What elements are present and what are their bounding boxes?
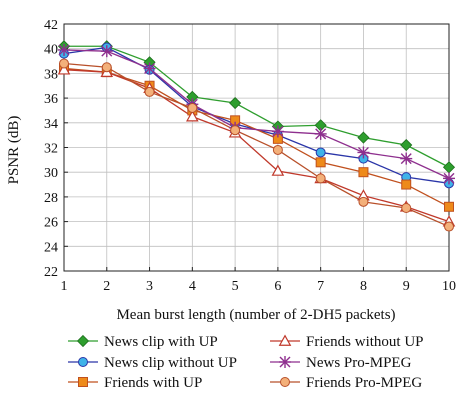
data-point-series-5: [187, 102, 198, 113]
series-line-2: [63, 67, 450, 208]
legend-label: Friends Pro-MPEG: [306, 375, 422, 391]
series-line-0: [64, 45, 450, 168]
y-tick-label: 30: [44, 166, 58, 181]
x-tick-label: 6: [274, 279, 281, 294]
x-tick-label: 7: [317, 279, 324, 294]
series-line-5: [63, 62, 450, 228]
data-point-series-5: [358, 196, 369, 207]
data-point-series-2: [358, 167, 369, 178]
legend-swatch-marker: [279, 356, 291, 368]
y-tick-label: 22: [44, 265, 58, 280]
y-tick-label: 26: [44, 216, 58, 231]
x-tick-label: 2: [103, 279, 110, 294]
data-point-series-0: [357, 131, 370, 144]
legend-item: Friends without UP: [270, 334, 424, 350]
series-line-3: [63, 69, 450, 223]
data-point-series-0: [442, 161, 456, 174]
y-tick-label: 32: [44, 142, 58, 157]
x-tick-label: 8: [360, 279, 367, 294]
data-point-series-5: [101, 62, 112, 73]
data-point-series-3: [186, 110, 199, 122]
legend-item: Friends with UP: [68, 375, 202, 391]
data-point-series-4: [271, 125, 284, 138]
data-point-series-4: [100, 45, 113, 58]
data-point-series-5: [144, 86, 155, 97]
x-tick-label: 9: [403, 279, 410, 294]
x-tick-label: 4: [189, 279, 196, 294]
x-tick-label: 10: [442, 279, 456, 294]
series-markers: [57, 40, 456, 232]
data-point-series-3: [271, 164, 285, 176]
x-tick-label: 1: [61, 279, 68, 294]
y-tick-label: 24: [44, 240, 58, 255]
data-point-series-5: [272, 144, 283, 155]
data-point-series-4: [58, 43, 70, 56]
y-tick-label: 38: [44, 67, 58, 82]
data-point-series-2: [444, 201, 454, 212]
legend-label: News clip without UP: [104, 355, 237, 371]
data-point-series-2: [401, 179, 412, 190]
legend-item: News clip without UP: [68, 355, 237, 371]
legend-label: Friends with UP: [104, 375, 202, 391]
data-point-series-1: [315, 147, 326, 158]
data-point-series-4: [443, 172, 455, 185]
legend-swatch-marker: [78, 377, 88, 387]
series-line-4: [63, 49, 450, 179]
legend: News clip with UP News clip without UP Fri…: [68, 334, 424, 391]
x-axis-title: Mean burst length (number of 2-DH5 packe…: [116, 307, 395, 323]
legend-item: News Pro-MPEG: [270, 355, 412, 371]
series-lines: [63, 45, 450, 228]
data-point-series-4: [314, 127, 327, 140]
legend-swatch-marker: [76, 334, 90, 348]
data-point-series-0: [229, 96, 242, 110]
data-point-series-5: [230, 125, 241, 136]
y-axis-title: PSNR (dB): [6, 116, 22, 185]
legend-label: News clip with UP: [104, 334, 218, 350]
x-tick-label: 3: [146, 279, 153, 294]
data-point-series-0: [400, 138, 413, 152]
y-tick-label: 36: [44, 92, 58, 107]
legend-swatch-marker: [78, 357, 88, 367]
y-tick-label: 40: [44, 43, 58, 58]
data-point-series-4: [400, 152, 413, 165]
legend-item: Friends Pro-MPEG: [270, 375, 422, 391]
y-tick-label: 34: [44, 117, 58, 132]
data-point-series-4: [357, 146, 370, 159]
legend-label: Friends without UP: [306, 334, 424, 350]
y-tick-label: 42: [44, 18, 58, 33]
data-point-series-2: [315, 157, 326, 168]
legend-swatch-marker: [280, 377, 290, 387]
legend-item: News clip with UP: [68, 334, 218, 350]
data-point-series-4: [143, 62, 156, 75]
data-point-series-3: [57, 63, 71, 75]
data-point-series-5: [401, 203, 412, 214]
y-tick-label: 28: [44, 191, 58, 206]
legend-label: News Pro-MPEG: [306, 355, 412, 371]
x-tick-label: 5: [232, 279, 239, 294]
data-point-series-5: [444, 221, 454, 232]
data-point-series-5: [315, 173, 326, 184]
legend-swatch-marker: [278, 334, 292, 346]
grid-lines: [64, 24, 449, 271]
data-point-series-5: [59, 58, 69, 69]
